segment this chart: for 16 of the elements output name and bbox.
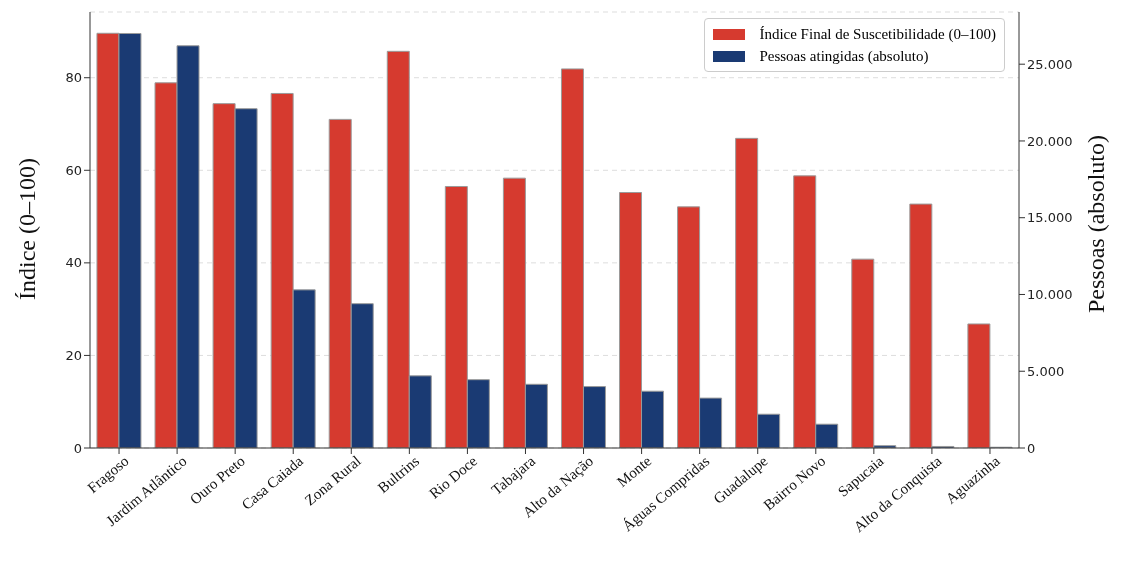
y2-tick-label: 10.000 xyxy=(1027,287,1073,303)
y2-tick-label: 20.000 xyxy=(1027,133,1073,149)
y-tick-label: 0 xyxy=(73,440,82,456)
y2-tick-label: 15.000 xyxy=(1027,210,1073,226)
y2-tick-label: 25.000 xyxy=(1027,56,1073,72)
y-axis-title: Índice (0–100) xyxy=(13,158,40,300)
y2-tick-label: 5.000 xyxy=(1027,363,1065,379)
legend-label: Índice Final de Suscetibilidade (0–100) xyxy=(759,25,996,44)
y2-axis-title: Pessoas (absoluto) xyxy=(1082,135,1109,313)
y-tick-label: 80 xyxy=(65,70,82,86)
legend-label: Pessoas atingidas (absoluto) xyxy=(759,47,929,66)
y-tick-label: 20 xyxy=(65,348,82,364)
x-tick-label: Rio Doce xyxy=(426,452,481,502)
y-tick-label: 40 xyxy=(65,255,82,271)
y-tick-label: 60 xyxy=(65,162,82,178)
y2-tick-label: 0 xyxy=(1027,440,1036,456)
